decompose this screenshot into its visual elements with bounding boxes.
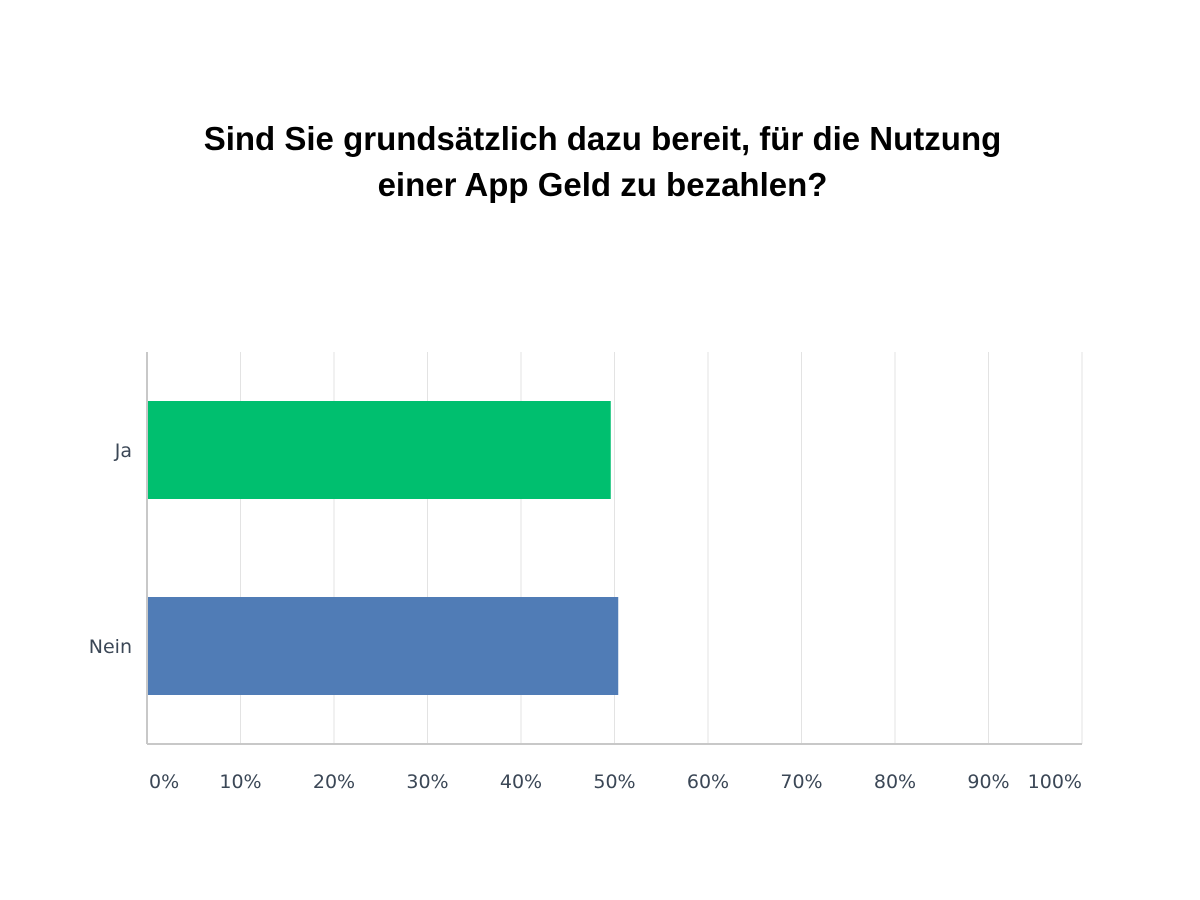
x-tick-label: 40% xyxy=(500,771,542,793)
x-tick-label: 60% xyxy=(687,771,729,793)
chart-title: Sind Sie grundsätzlich dazu bereit, für … xyxy=(150,116,1055,208)
x-tick-label: 80% xyxy=(874,771,916,793)
x-tick-label: 100% xyxy=(1028,771,1082,793)
x-tick-label: 50% xyxy=(593,771,635,793)
chart-title-line-1: Sind Sie grundsätzlich dazu bereit, für … xyxy=(203,120,1002,157)
chart-title-line-2: einer App Geld zu bezahlen? xyxy=(377,166,828,203)
x-tick-label: 90% xyxy=(967,771,1009,793)
tick-labels: 0% 10% 20% 30% 40% 50% 60% 70% 80% 90% 100% xyxy=(149,771,1082,793)
bar-nein xyxy=(148,597,619,695)
bars xyxy=(148,401,619,695)
x-tick-label: 0% xyxy=(149,771,179,793)
axes xyxy=(146,352,1082,745)
category-label: Nein xyxy=(89,636,132,658)
category-labels: Ja Nein xyxy=(89,440,132,658)
x-tick-label: 70% xyxy=(780,771,822,793)
x-tick-label: 10% xyxy=(219,771,261,793)
category-label: Ja xyxy=(114,440,132,462)
x-tick-label: 20% xyxy=(313,771,355,793)
bar-ja xyxy=(148,401,611,499)
x-tick-label: 30% xyxy=(406,771,448,793)
